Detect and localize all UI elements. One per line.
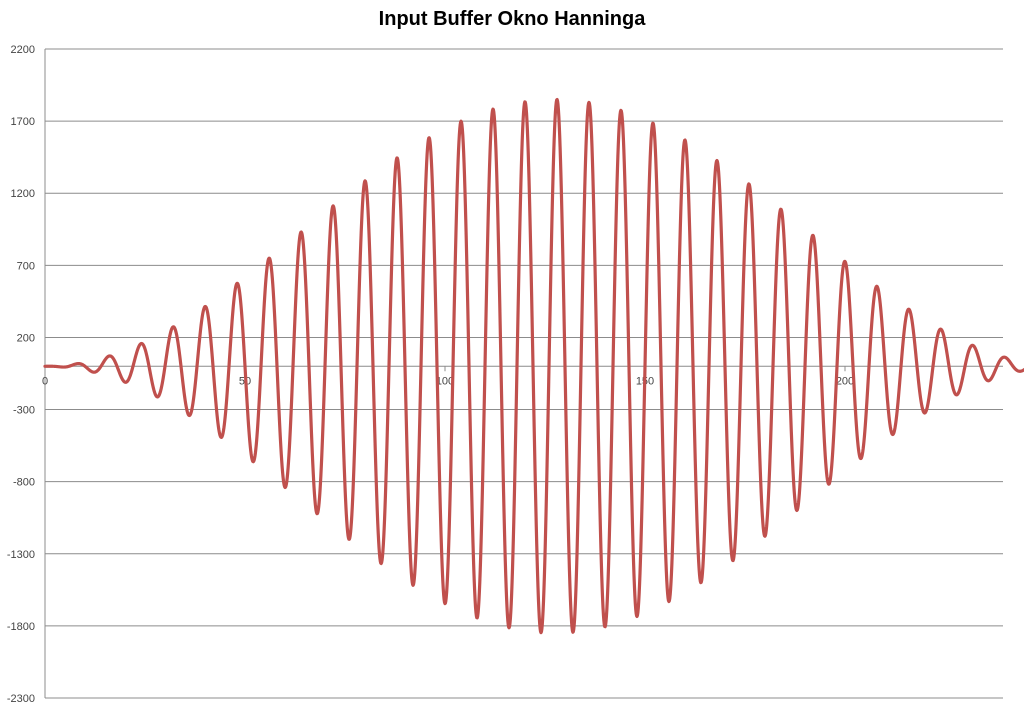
data-point [716, 163, 718, 165]
y-tick-label: -1300 [7, 549, 35, 561]
x-tick-label: 0 [42, 375, 48, 387]
data-point [140, 344, 142, 346]
data-point [812, 237, 814, 239]
data-point [940, 328, 942, 330]
data-point [972, 344, 974, 346]
y-tick-label: -800 [13, 477, 35, 489]
y-tick-label: -2300 [7, 693, 35, 705]
data-point [908, 309, 910, 311]
y-tick-label: -1800 [7, 621, 35, 633]
y-tick-label: -300 [13, 405, 35, 417]
data-point [300, 237, 302, 239]
data-point [588, 111, 590, 113]
data-point [364, 185, 366, 187]
data-point [748, 185, 750, 187]
data-point [236, 286, 238, 288]
data-point [204, 309, 206, 311]
data-point [844, 261, 846, 263]
chart-title: Input Buffer Okno Hanninga [378, 8, 646, 30]
series-line [43, 97, 1024, 635]
data-point [332, 210, 334, 212]
y-tick-label: 700 [17, 260, 35, 272]
y-tick-label: 1700 [11, 116, 35, 128]
data-point [460, 129, 462, 131]
data-point [556, 109, 558, 111]
data-point [428, 143, 430, 145]
data-point [268, 261, 270, 263]
data-point [684, 140, 686, 142]
y-tick-label: 2200 [11, 44, 35, 56]
data-point [620, 114, 622, 116]
y-tick-label: 1200 [11, 188, 35, 200]
data-point [876, 286, 878, 288]
data-point [652, 126, 654, 128]
data-point [492, 119, 494, 121]
data-point [396, 162, 398, 164]
x-tick-label: 200 [836, 375, 854, 387]
data-point [780, 210, 782, 212]
data-point [172, 328, 174, 330]
data-point [524, 109, 526, 111]
y-tick-label: 200 [17, 332, 35, 344]
x-tick-label: 100 [436, 375, 454, 387]
